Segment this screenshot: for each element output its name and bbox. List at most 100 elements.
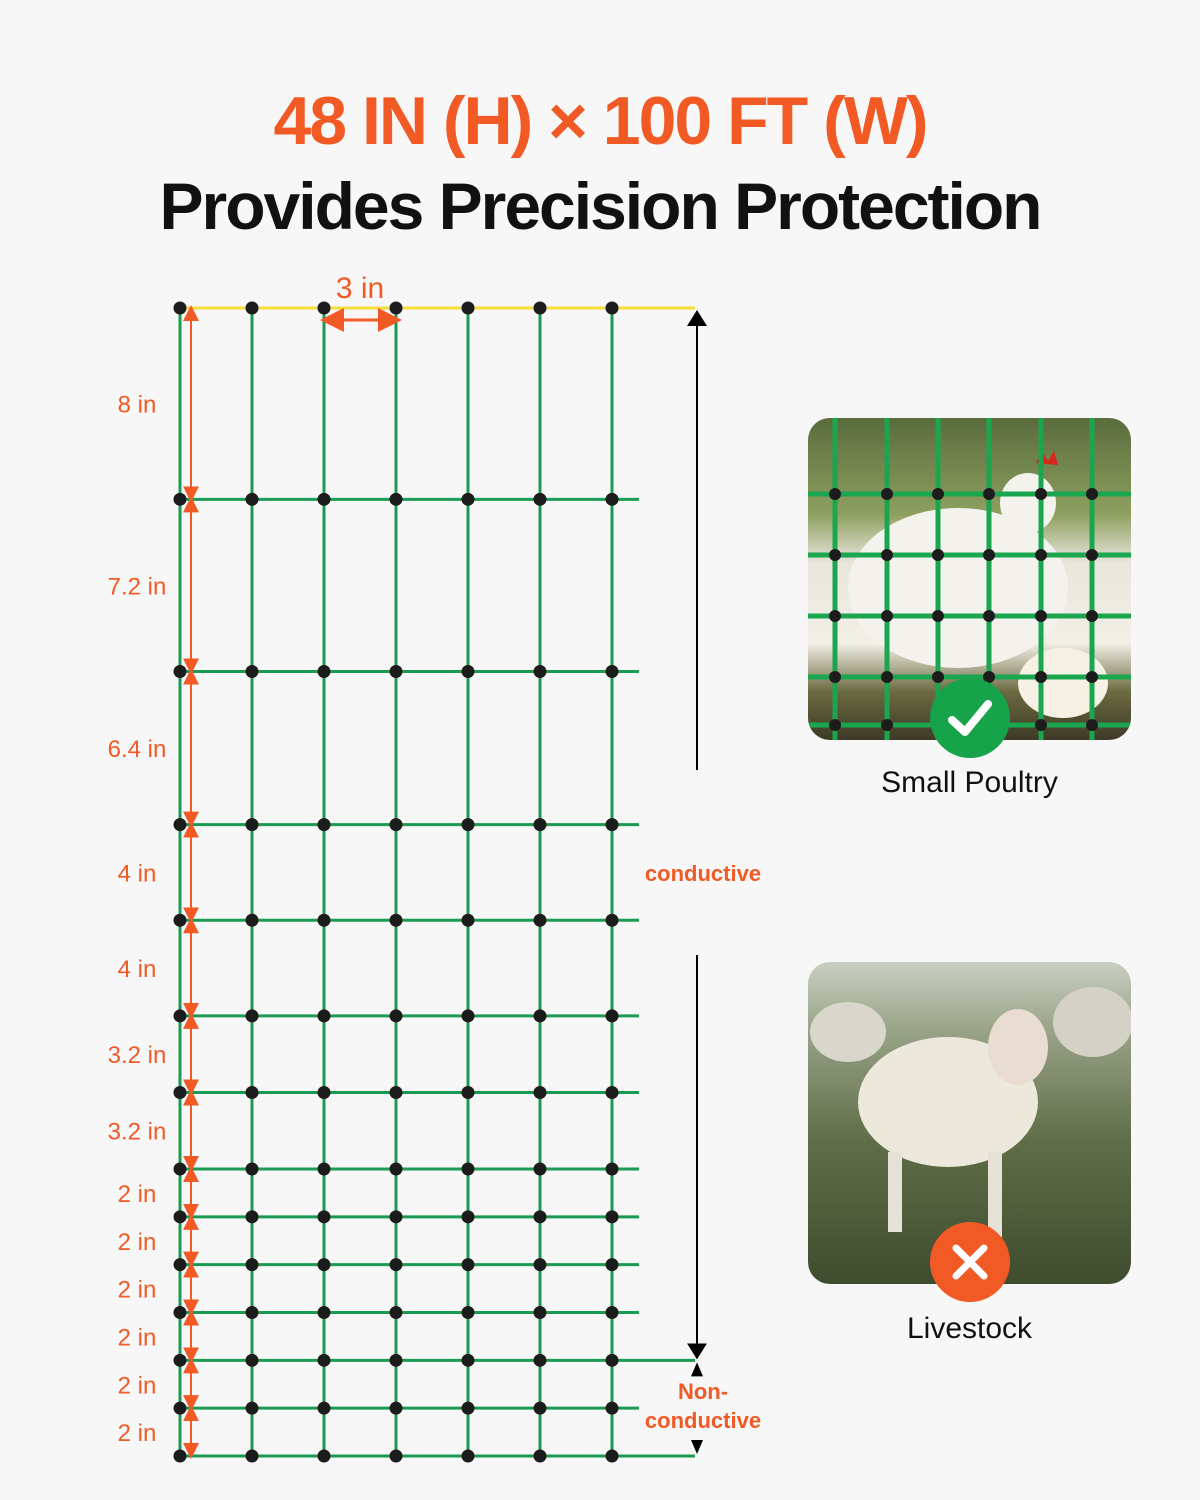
wire-node: [245, 301, 259, 315]
conductive-label: conductive: [645, 861, 761, 886]
wire-node: [461, 1449, 475, 1463]
wire-node: [389, 1085, 403, 1099]
wire-node: [317, 1449, 331, 1463]
x-icon: [952, 1244, 988, 1280]
wire-node: [533, 665, 547, 679]
wire-node: [173, 1210, 187, 1224]
wire-node: [317, 1258, 331, 1272]
photo-fence-node: [1086, 488, 1098, 500]
photo-fence-node: [829, 719, 841, 731]
photo-fence-node: [932, 549, 944, 561]
photo-fence-node: [983, 610, 995, 622]
x-badge: [930, 1222, 1010, 1302]
nonconductive-label-line1: Non-: [678, 1379, 728, 1404]
wire-node: [605, 1162, 619, 1176]
photo-fence-node: [881, 719, 893, 731]
wire-node: [605, 1306, 619, 1319]
wire-node: [533, 1401, 547, 1415]
row-spacing-label: 2 in: [118, 1420, 157, 1447]
photo-fence-node: [1035, 549, 1047, 561]
wire-node: [389, 1258, 403, 1272]
headline-dimensions: 48 IN (H) × 100 FT (W): [273, 83, 928, 159]
photo-fence-node: [1035, 488, 1047, 500]
wire-node: [533, 1085, 547, 1099]
wire-node: [317, 818, 331, 832]
wire-node: [317, 301, 331, 315]
photo-fence-node: [881, 488, 893, 500]
wire-node: [317, 492, 331, 506]
photo-fence-node: [983, 671, 995, 683]
photo-fence-node: [881, 610, 893, 622]
row-spacing-label: 4 in: [118, 956, 157, 983]
headline-subtitle: Provides Precision Protection: [159, 169, 1043, 243]
wire-node: [389, 1009, 403, 1023]
photo-fence-node: [829, 488, 841, 500]
wire-node: [389, 1162, 403, 1176]
wire-node: [389, 301, 403, 315]
wire-node: [173, 1353, 187, 1367]
wire-node: [605, 1401, 619, 1415]
photo-fence-node: [829, 549, 841, 561]
wire-node: [605, 818, 619, 832]
row-spacing-label: 3.2 in: [108, 1042, 167, 1069]
photo-fence-node: [932, 671, 944, 683]
poultry-fence-overlay: [808, 418, 1131, 740]
wire-node: [317, 665, 331, 679]
small-poultry-caption: Small Poultry: [881, 766, 1058, 799]
wire-node: [533, 1258, 547, 1272]
check-badge: [930, 678, 1010, 758]
wire-node: [245, 818, 259, 832]
wire-node: [245, 492, 259, 506]
wire-node: [533, 301, 547, 315]
wire-node: [533, 1009, 547, 1023]
row-spacing-label: 2 in: [118, 1229, 157, 1256]
wire-node: [533, 1210, 547, 1224]
wire-node: [605, 665, 619, 679]
photo-fence-node: [1086, 549, 1098, 561]
wire-node: [461, 1085, 475, 1099]
wire-node: [173, 1258, 187, 1272]
wire-node: [533, 1353, 547, 1367]
wire-node: [173, 301, 187, 315]
sheep-illustration: [810, 987, 1131, 1237]
row-spacing-label: 6.4 in: [108, 736, 167, 763]
wire-node: [461, 913, 475, 927]
photo-fence-node: [881, 671, 893, 683]
photo-fence-node: [1086, 610, 1098, 622]
wire-node: [461, 301, 475, 315]
photo-fence-node: [1035, 719, 1047, 731]
wire-node: [461, 1009, 475, 1023]
wire-node: [245, 1353, 259, 1367]
wire-node: [461, 1210, 475, 1224]
wire-node: [461, 1306, 475, 1319]
wire-node: [605, 1009, 619, 1023]
nonconductive-label-line2: conductive: [645, 1408, 761, 1433]
photo-fence-node: [829, 610, 841, 622]
wire-node: [173, 665, 187, 679]
photo-fence-node: [1035, 610, 1047, 622]
wire-node: [317, 1306, 331, 1319]
wire-node: [605, 1258, 619, 1272]
wire-node: [317, 1210, 331, 1224]
nonconductive-arrow-top: [691, 1362, 703, 1377]
photo-fence-node: [983, 488, 995, 500]
wire-node: [317, 1085, 331, 1099]
wire-node: [605, 913, 619, 927]
row-spacing-label: 8 in: [118, 392, 157, 419]
photo-fence-node: [983, 549, 995, 561]
row-spacing-label: 3.2 in: [108, 1119, 167, 1146]
wire-node: [317, 913, 331, 927]
wire-node: [605, 1449, 619, 1463]
column-spacing-label: 3 in: [336, 272, 384, 305]
photo-fence-node: [932, 488, 944, 500]
wire-node: [317, 1353, 331, 1367]
wire-node: [317, 1162, 331, 1176]
wire-node: [461, 492, 475, 506]
wire-node: [533, 1306, 547, 1319]
wire-node: [389, 492, 403, 506]
wire-node: [605, 1085, 619, 1099]
photo-fence-node: [1086, 719, 1098, 731]
wire-node: [605, 301, 619, 315]
wire-node: [533, 818, 547, 832]
wire-node: [533, 1162, 547, 1176]
